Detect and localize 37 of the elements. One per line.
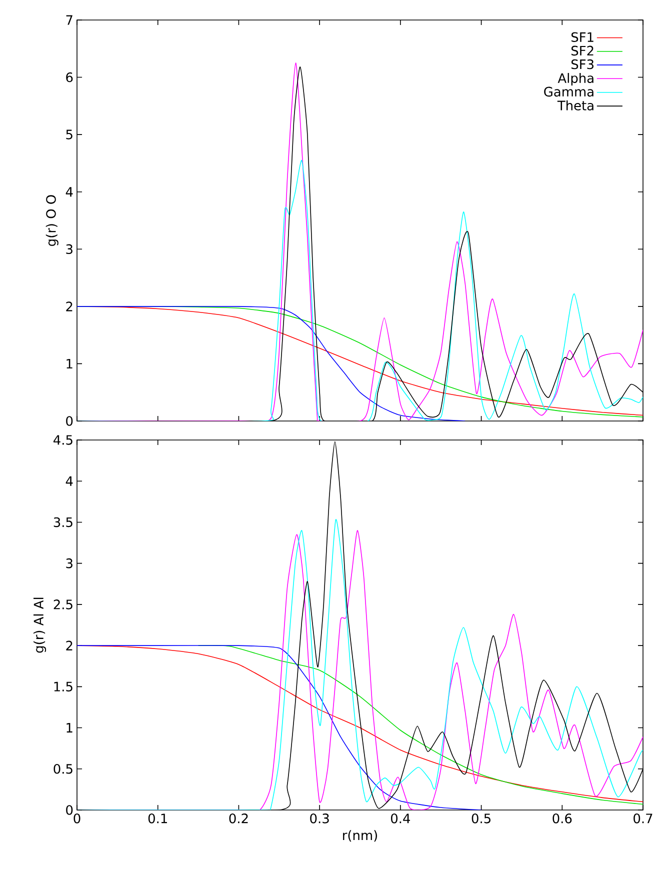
y-tick-label: 1.5 — [54, 682, 72, 692]
y-tick-label: 0.5 — [54, 764, 72, 774]
y-tick-label: 3 — [66, 558, 72, 568]
y-tick-label: 2 — [66, 640, 72, 650]
y-tick-label: 3 — [66, 244, 72, 254]
y-tick-label: 1 — [66, 358, 72, 368]
x-tick-label: 0 — [74, 814, 80, 824]
line-series — [77, 645, 482, 810]
y-tick-label: 4.5 — [54, 435, 72, 445]
y-tick-label: 6 — [66, 72, 73, 82]
y-tick-label: 0 — [66, 416, 73, 426]
x-tick-label: 0.1 — [148, 814, 167, 824]
x-tick-label: 0.6 — [552, 814, 572, 824]
line-series — [77, 306, 466, 421]
legend-label: SF3 — [571, 59, 594, 70]
y-tick-label: 5 — [66, 130, 72, 140]
legend-label: Alpha — [558, 72, 594, 86]
x-tick-label: 0.2 — [229, 814, 248, 824]
legend-label: SF2 — [571, 46, 594, 56]
y-tick-label: 2 — [66, 302, 72, 312]
x-tick-label: 0.5 — [472, 814, 490, 824]
x-axis-title: r(nm) — [343, 830, 378, 842]
y-tick-label: 2.5 — [54, 600, 72, 610]
y-tick-label: 4 — [66, 476, 73, 486]
legend-label: Gamma — [544, 86, 594, 97]
y-axis-title: g(r) Al Al — [34, 598, 46, 653]
x-tick-label: 0.7 — [634, 814, 652, 824]
legend-label: SF1 — [571, 32, 594, 42]
legend-label: Theta — [557, 100, 594, 110]
y-tick-label: 4 — [66, 187, 73, 197]
y-tick-label: 3.5 — [54, 517, 72, 528]
y-tick-label: 7 — [66, 15, 72, 25]
y-tick-label: 0 — [66, 805, 73, 815]
x-tick-label: 0.3 — [310, 814, 329, 824]
x-tick-label: 0.4 — [390, 814, 410, 824]
y-axis-title: g(r) O O — [46, 195, 58, 246]
y-tick-label: 1 — [66, 723, 72, 732]
